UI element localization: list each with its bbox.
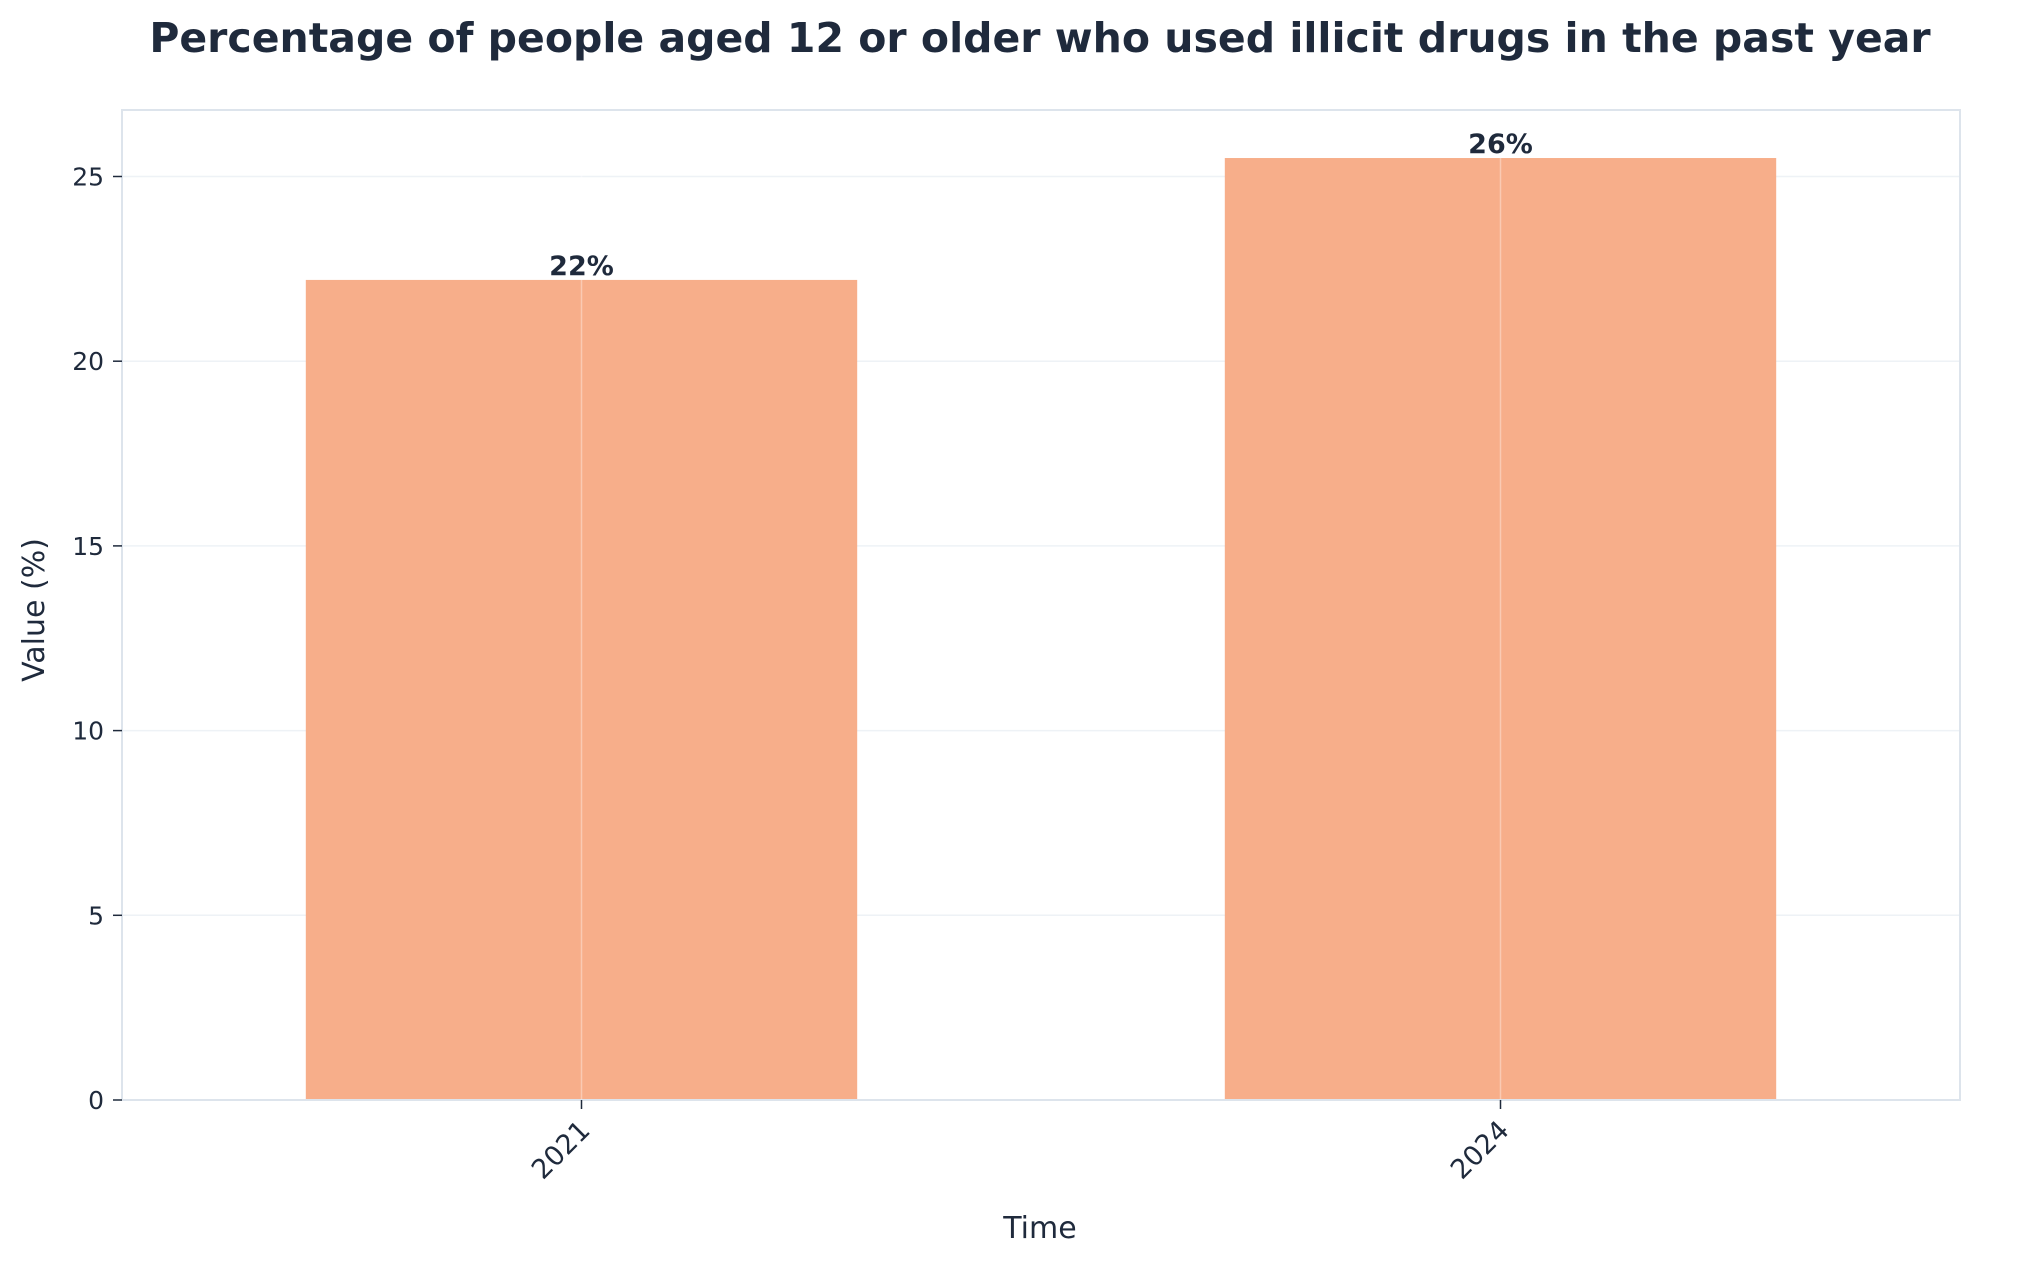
x-tick-label: 2021 [526, 1115, 597, 1186]
bar [1224, 158, 1777, 1100]
y-tick-label: 5 [88, 901, 104, 930]
bar [305, 279, 858, 1100]
y-tick-label: 0 [88, 1086, 104, 1115]
y-tick-label: 20 [72, 347, 104, 376]
data-label: 22% [549, 251, 614, 282]
x-axis-label: Time [1002, 1211, 1076, 1246]
data-labels: 22% 26% [549, 129, 1533, 282]
y-axis-ticks: 0 5 10 15 20 25 [72, 162, 122, 1115]
plot-frame [121, 109, 1961, 1101]
y-tick-label: 10 [72, 717, 104, 746]
y-tick-label: 15 [72, 532, 104, 561]
x-axis-ticks: 2021 2024 [526, 1100, 1516, 1186]
chart-title: Percentage of people aged 12 or older wh… [149, 14, 1931, 62]
y-tick-label: 25 [72, 162, 104, 191]
bars [305, 158, 1777, 1100]
y-axis-label: Value (%) [17, 538, 52, 682]
data-label: 26% [1468, 129, 1533, 160]
x-tick-label: 2024 [1445, 1115, 1516, 1186]
vertical-gridlines [580, 110, 1502, 1100]
